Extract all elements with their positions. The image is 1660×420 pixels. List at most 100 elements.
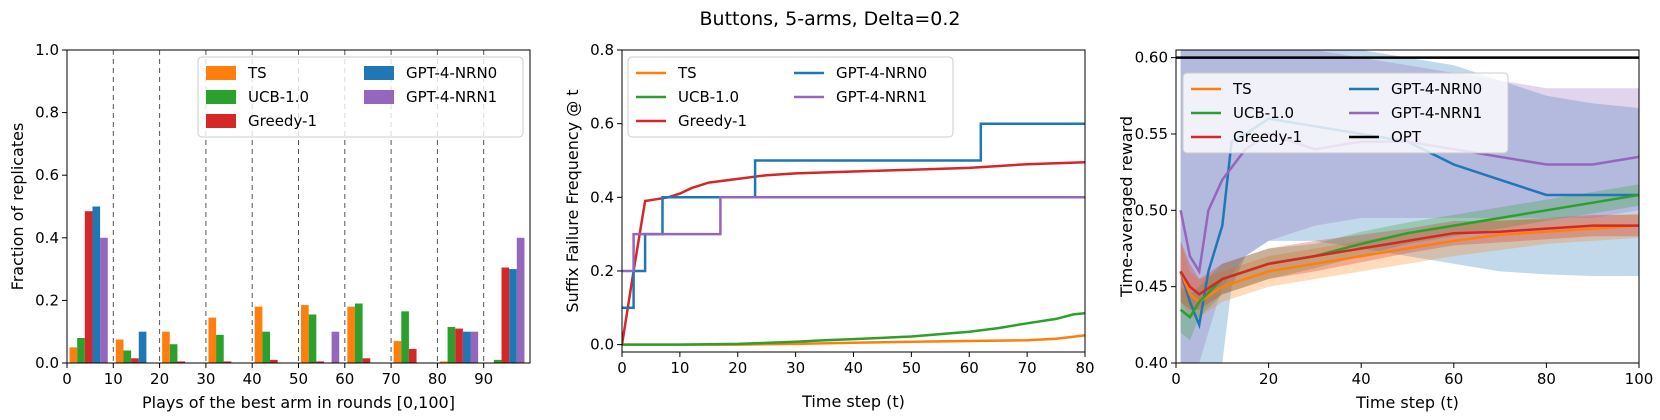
series-line-greedy-1 [622,161,1085,345]
bar-ts [162,331,170,363]
bar-greedy-1 [501,267,510,363]
x-tick-label: 40 [1352,370,1371,388]
plot-area [622,122,1085,346]
x-tick-label: 80 [1537,370,1556,388]
bar-gpt-4-nrn0 [462,331,471,363]
bar-ucb-1-0 [77,337,85,363]
legend-label-gpt-4-nrn0: GPT-4-NRN0 [1391,80,1482,98]
y-tick-label: 0.8 [35,104,59,122]
x-tick-label: 0 [1171,370,1181,388]
legend: TS UCB-1.0 Greedy-1 GPT-4-NRN0 GPT-4-NRN1 [197,56,524,138]
y-tick-label: 0.2 [590,262,614,280]
legend-label-gpt-4-nrn1: GPT-4-NRN1 [836,88,927,106]
bar-ts [115,339,124,363]
x-tick-label: 20 [728,359,747,377]
x-tick-label: 80 [428,370,447,388]
bar-greedy-1 [177,361,186,363]
x-tick-label: 0 [617,359,627,377]
bar-greedy-1 [408,348,417,363]
bar-ucb-1-0 [401,311,409,363]
y-tick-label: 0.0 [35,354,59,372]
x-tick-label: 70 [1018,359,1037,377]
legend-label-ts: TS [247,64,267,82]
bar-ts [393,341,402,363]
confidence-band-ucb-1-0 [1180,184,1639,341]
y-tick-label: 0.55 [1135,125,1168,143]
bar-gpt-4-nrn0 [509,269,517,363]
bar-greedy-1 [270,359,278,363]
bar-gpt-4-nrn1 [516,237,525,363]
x-tick-label: 60 [960,359,979,377]
bar-ucb-1-0 [216,334,224,363]
x-tick-label: 30 [786,359,805,377]
legend-swatch [364,66,394,80]
x-axis-label: Time step (t) [801,392,905,411]
bar-ts [208,317,217,363]
legend-label-greedy-1: Greedy-1 [1233,128,1302,146]
y-tick-label: 0.40 [1135,354,1168,372]
x-tick-label: 70 [382,370,401,388]
y-tick-label: 0.0 [590,336,614,354]
x-tick-label: 40 [243,370,262,388]
x-tick-label: 20 [1259,370,1278,388]
y-axis-label: Fraction of replicates [8,123,27,291]
legend-frame [197,56,524,138]
confidence-band-greedy-1 [1180,214,1639,310]
x-axis-label: Plays of the best arm in rounds [0,100] [142,393,455,412]
reward-chart: 0 20 40 60 80 100 0.40 0.45 0.50 0.55 0.60 Time ste… [1117,49,1653,412]
series-line-gpt-4-nrn1 [622,196,1085,273]
bar-gpt-4-nrn1 [470,331,479,363]
legend-label-ucb-1-0: UCB-1.0 [1233,104,1294,122]
y-tick-label: 0.8 [590,41,614,59]
legend-label-ucb-1-0: UCB-1.0 [248,88,309,106]
y-tick-label: 0.6 [590,115,614,133]
bar-ts [69,347,78,363]
x-tick-label: 100 [1625,370,1654,388]
x-tick-label: 10 [104,370,123,388]
y-tick-label: 0.4 [590,188,614,206]
y-tick-label: 0.2 [35,291,59,309]
bar-gpt-4-nrn1 [331,331,340,363]
legend-label-gpt-4-nrn0: GPT-4-NRN0 [406,64,497,82]
x-tick-label: 40 [844,359,863,377]
x-tick-label: 0 [62,370,72,388]
legend-swatch [206,114,236,128]
series-line-ucb-1-0 [1179,193,1639,320]
bar-ucb-1-0 [308,314,317,363]
y-tick-label: 0.45 [1135,278,1168,296]
legend-swatch [206,66,236,80]
legend-swatch [364,90,394,104]
bar-ts [439,361,448,363]
legend-label-gpt-4-nrn1: GPT-4-NRN1 [406,88,497,106]
series-line-gpt-4-nrn0 [622,122,1085,310]
legend-label-gpt-4-nrn1: GPT-4-NRN1 [1391,104,1482,122]
bar-ucb-1-0 [447,327,456,363]
bar-ucb-1-0 [123,350,132,363]
suffix-failure-chart: 0 10 20 30 40 50 60 70 80 0.0 0.2 0.4 0.6 0.8 Time ste… [563,41,1095,411]
x-tick-label: 60 [1444,370,1463,388]
bar-ts [254,306,263,363]
legend-label-ts: TS [1232,80,1252,98]
legend: TS UCB-1.0 Greedy-1 GPT-4-NRN0 GPT-4-NRN1 [627,56,954,138]
x-tick-label: 50 [289,370,308,388]
bar-ts [347,306,355,363]
bar-gpt-4-nrn0 [138,331,147,363]
bar-greedy-1 [84,211,93,363]
legend-label-ucb-1-0: UCB-1.0 [678,88,739,106]
legend-label-greedy-1: Greedy-1 [248,112,317,130]
bar-ucb-1-0 [493,359,502,363]
x-axis-label: Time step (t) [1355,393,1459,412]
legend-label-greedy-1: Greedy-1 [678,112,747,130]
legend-label-ts: TS [677,64,697,82]
y-tick-label: 0.6 [35,166,59,184]
y-axis-label: Suffix Failure Frequency @ t [563,89,582,312]
legend-frame [1182,72,1509,154]
x-tick-label: 80 [1075,359,1094,377]
x-tick-label: 50 [902,359,921,377]
y-tick-label: 0.50 [1135,201,1168,219]
bar-ucb-1-0 [262,331,271,363]
bar-ucb-1-0 [354,303,363,363]
bar-ts [301,305,309,363]
legend-label-gpt-4-nrn0: GPT-4-NRN0 [836,64,927,82]
